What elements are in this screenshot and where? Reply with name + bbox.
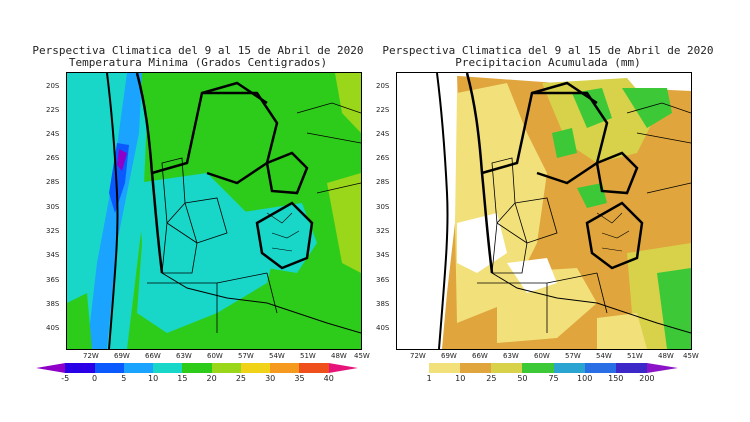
lat-label: 34S	[376, 251, 390, 259]
colorbar-segment	[646, 363, 678, 373]
colorbar-tick-label: 200	[639, 374, 655, 383]
precipitation-title-line2: Precipitacion Acumulada (mm)	[455, 56, 641, 69]
temperature-panel: Perspectiva Climatica del 9 al 15 de Abr…	[28, 0, 370, 392]
colorbar-segment	[328, 363, 358, 373]
colorbar-segment	[553, 363, 585, 373]
lat-label: 26S	[46, 154, 60, 162]
colorbar-tick-label: 75	[548, 374, 559, 383]
colorbar-tick-label: 25	[486, 374, 497, 383]
lon-label: 69W	[114, 352, 130, 360]
lat-label: 20S	[46, 82, 60, 90]
colorbar-segment	[123, 363, 154, 373]
lat-label: 24S	[46, 130, 60, 138]
colorbar-tick-label: 35	[294, 374, 305, 383]
lon-label: 63W	[176, 352, 192, 360]
colorbar-tick-label: 100	[577, 374, 593, 383]
lat-label: 38S	[376, 300, 390, 308]
colorbar-segment	[491, 363, 523, 373]
temperature-colorbar	[36, 363, 358, 373]
lat-label: 26S	[376, 154, 390, 162]
colorbar-segment	[615, 363, 647, 373]
lon-label: 57W	[565, 352, 581, 360]
colorbar-segment	[299, 363, 329, 373]
lon-label: 60W	[534, 352, 550, 360]
precipitation-title-line1: Perspectiva Climatica del 9 al 15 de Abr…	[382, 44, 714, 57]
lat-label: 22S	[46, 106, 60, 114]
colorbar-tick-label: 15	[177, 374, 188, 383]
colorbar-segment	[36, 363, 66, 373]
lon-label: 57W	[238, 352, 254, 360]
colorbar-segment	[153, 363, 183, 373]
lat-label: 32S	[46, 227, 60, 235]
lon-label: 51W	[300, 352, 316, 360]
lat-label: 34S	[46, 251, 60, 259]
colorbar-tick-label: 30	[265, 374, 276, 383]
colorbar-tick-label: 0	[91, 374, 98, 383]
lat-label: 24S	[376, 130, 390, 138]
lat-label: 28S	[376, 178, 390, 186]
temperature-map	[66, 72, 362, 350]
lon-label: 66W	[145, 352, 161, 360]
colorbar-tick-label: 10	[147, 374, 159, 383]
lon-label: 48W	[658, 352, 674, 360]
lon-label: 72W	[410, 352, 426, 360]
lat-label: 30S	[46, 203, 60, 211]
colorbar-tick-label: 5	[121, 374, 127, 383]
lat-label: 22S	[376, 106, 390, 114]
colorbar-tick-label: 10	[455, 374, 466, 383]
lat-label: 40S	[376, 324, 390, 332]
colorbar-segment	[398, 363, 430, 373]
lat-label: 40S	[46, 324, 60, 332]
lon-label: 63W	[503, 352, 519, 360]
colorbar-tick-label: -5	[61, 374, 70, 383]
colorbar-tick-label: 20	[206, 374, 217, 383]
lon-label: 54W	[596, 352, 612, 360]
colorbar-segment	[522, 363, 554, 373]
lon-label: 54W	[269, 352, 285, 360]
lat-label: 38S	[46, 300, 60, 308]
colorbar-segment	[65, 363, 95, 373]
lat-label: 20S	[376, 82, 390, 90]
colorbar-tick-label: 40	[323, 374, 334, 383]
lon-label: 72W	[83, 352, 99, 360]
lon-label: 51W	[627, 352, 643, 360]
lat-label: 30S	[376, 203, 390, 211]
lon-label: 48W	[331, 352, 347, 360]
lon-label: 66W	[472, 352, 488, 360]
lat-label: 36S	[376, 276, 390, 284]
colorbar-segment	[240, 363, 271, 373]
lon-label: 45W	[683, 352, 699, 360]
colorbar-tick-label: 150	[608, 374, 624, 383]
colorbar-tick-label: 25	[235, 374, 246, 383]
lat-label: 28S	[46, 178, 60, 186]
colorbar-segment	[584, 363, 616, 373]
colorbar-segment	[182, 363, 212, 373]
temperature-title-line2: Temperatura Minima (Grados Centigrados)	[68, 56, 328, 69]
precipitation-panel: Perspectiva Climatica del 9 al 15 de Abr…	[376, 0, 718, 392]
lat-label: 32S	[376, 227, 390, 235]
colorbar-segment	[460, 363, 492, 373]
precipitation-colorbar	[398, 363, 678, 373]
colorbar-segment	[429, 363, 461, 373]
colorbar-segment	[211, 363, 241, 373]
temperature-colorbar-labels: -5 0 5 10 15 20 25 30 35 40	[36, 374, 358, 386]
temperature-title-line1: Perspectiva Climatica del 9 al 15 de Abr…	[32, 44, 364, 57]
precipitation-colorbar-labels: 1 10 25 50 75 100 150 200	[398, 374, 678, 386]
colorbar-tick-label: 50	[517, 374, 528, 383]
colorbar-segment	[94, 363, 124, 373]
lon-label: 60W	[207, 352, 223, 360]
lon-label: 45W	[354, 352, 370, 360]
lon-label: 69W	[441, 352, 457, 360]
colorbar-segment	[270, 363, 300, 373]
precipitation-map	[396, 72, 692, 350]
lat-label: 36S	[46, 276, 60, 284]
colorbar-tick-label: 1	[426, 374, 432, 383]
